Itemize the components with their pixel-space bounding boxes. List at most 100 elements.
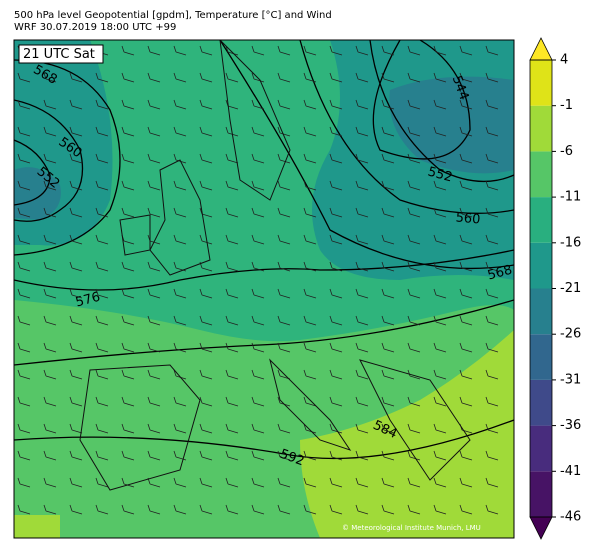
colorbar-segment [530,288,552,335]
contour-label: 560 [455,210,481,227]
wind-barb [17,180,31,191]
wind-barb [303,477,317,488]
wind-barb [407,423,421,434]
wind-barb [303,342,317,353]
wind-barb [147,369,161,380]
hot-area [14,515,60,538]
wind-barb [485,423,499,434]
wind-barb [95,234,109,245]
wind-barb [381,504,395,515]
wind-barb [147,207,161,218]
wind-barb [17,288,31,299]
wind-barb [69,126,83,137]
colorbar-tick-label: -11 [560,190,581,205]
wind-barb [43,477,57,488]
wind-barb [173,126,187,137]
coastlines [79,40,471,491]
wind-barb [251,477,265,488]
wind-barb [69,207,83,218]
wind-barb [459,99,473,110]
wind-barb [69,450,83,461]
wind-barb [69,153,83,164]
wind-barb [147,153,161,164]
wind-barb [355,342,369,353]
wind-barb [173,504,187,515]
wind-barb [17,207,31,218]
colorbar-tick-label: -6 [560,144,573,159]
wind-barb [225,180,239,191]
wind-barb [225,315,239,326]
wind-barb [17,450,31,461]
wind-barb [303,45,317,56]
wind-barb [17,396,31,407]
wind-barb [277,72,291,83]
wind-barb [225,72,239,83]
wind-barb [407,261,421,272]
wind-barb [121,504,135,515]
wind-barb [173,288,187,299]
colorbar-over [529,37,553,61]
contour-label: 552 [426,165,454,186]
wind-barb [43,315,57,326]
wind-barb [433,180,447,191]
wind-barb [95,342,109,353]
wind-barb [277,342,291,353]
wind-barb [251,126,265,137]
time-box [18,44,104,64]
wind-barb [485,72,499,83]
wind-barb [433,477,447,488]
wind-barb [69,342,83,353]
wind-barb [251,396,265,407]
credit: © Meteorological Institute Munich, LMU [342,524,481,532]
wind-barb [459,153,473,164]
wind-barb [43,99,57,110]
wind-barb [433,288,447,299]
wind-barb [355,72,369,83]
wind-barb [95,261,109,272]
wind-barb [251,423,265,434]
wind-barb [485,180,499,191]
wind-barb [43,234,57,245]
colorbar-segment [530,425,552,472]
colorbar-segment [530,60,552,106]
wind-barb [95,477,109,488]
title: 500 hPa level Geopotential [gpdm], Tempe… [14,10,332,21]
wind-barb [485,504,499,515]
map-frame [13,39,515,539]
wind-barb [17,369,31,380]
wind-barb [69,369,83,380]
wind-barb [199,126,213,137]
wind-barb [433,342,447,353]
wind-barb [355,99,369,110]
wind-barb [355,288,369,299]
wind-barb [459,234,473,245]
wind-barb [407,288,421,299]
wind-barb [147,45,161,56]
wind-barb [43,261,57,272]
wind-barb [17,504,31,515]
wind-barb [173,180,187,191]
wind-barb [277,423,291,434]
wind-barb [17,153,31,164]
wind-barb [329,504,343,515]
wind-barb [121,288,135,299]
wind-barb [485,288,499,299]
wind-barb [459,450,473,461]
wind-barb [251,207,265,218]
wind-barb [329,315,343,326]
wind-barb [251,450,265,461]
wind-barb [199,153,213,164]
wind-barb [251,180,265,191]
wind-barb [17,72,31,83]
wind-barb [355,477,369,488]
wind-barb [43,369,57,380]
wind-barb [329,369,343,380]
wind-barb [251,315,265,326]
colorbar-segment [530,197,552,243]
wind-barb [407,504,421,515]
wind-barb [43,504,57,515]
wind-barb [329,180,343,191]
wind-barb [121,45,135,56]
wind-barb [173,315,187,326]
colorbar-tick-label: 4 [560,53,568,68]
